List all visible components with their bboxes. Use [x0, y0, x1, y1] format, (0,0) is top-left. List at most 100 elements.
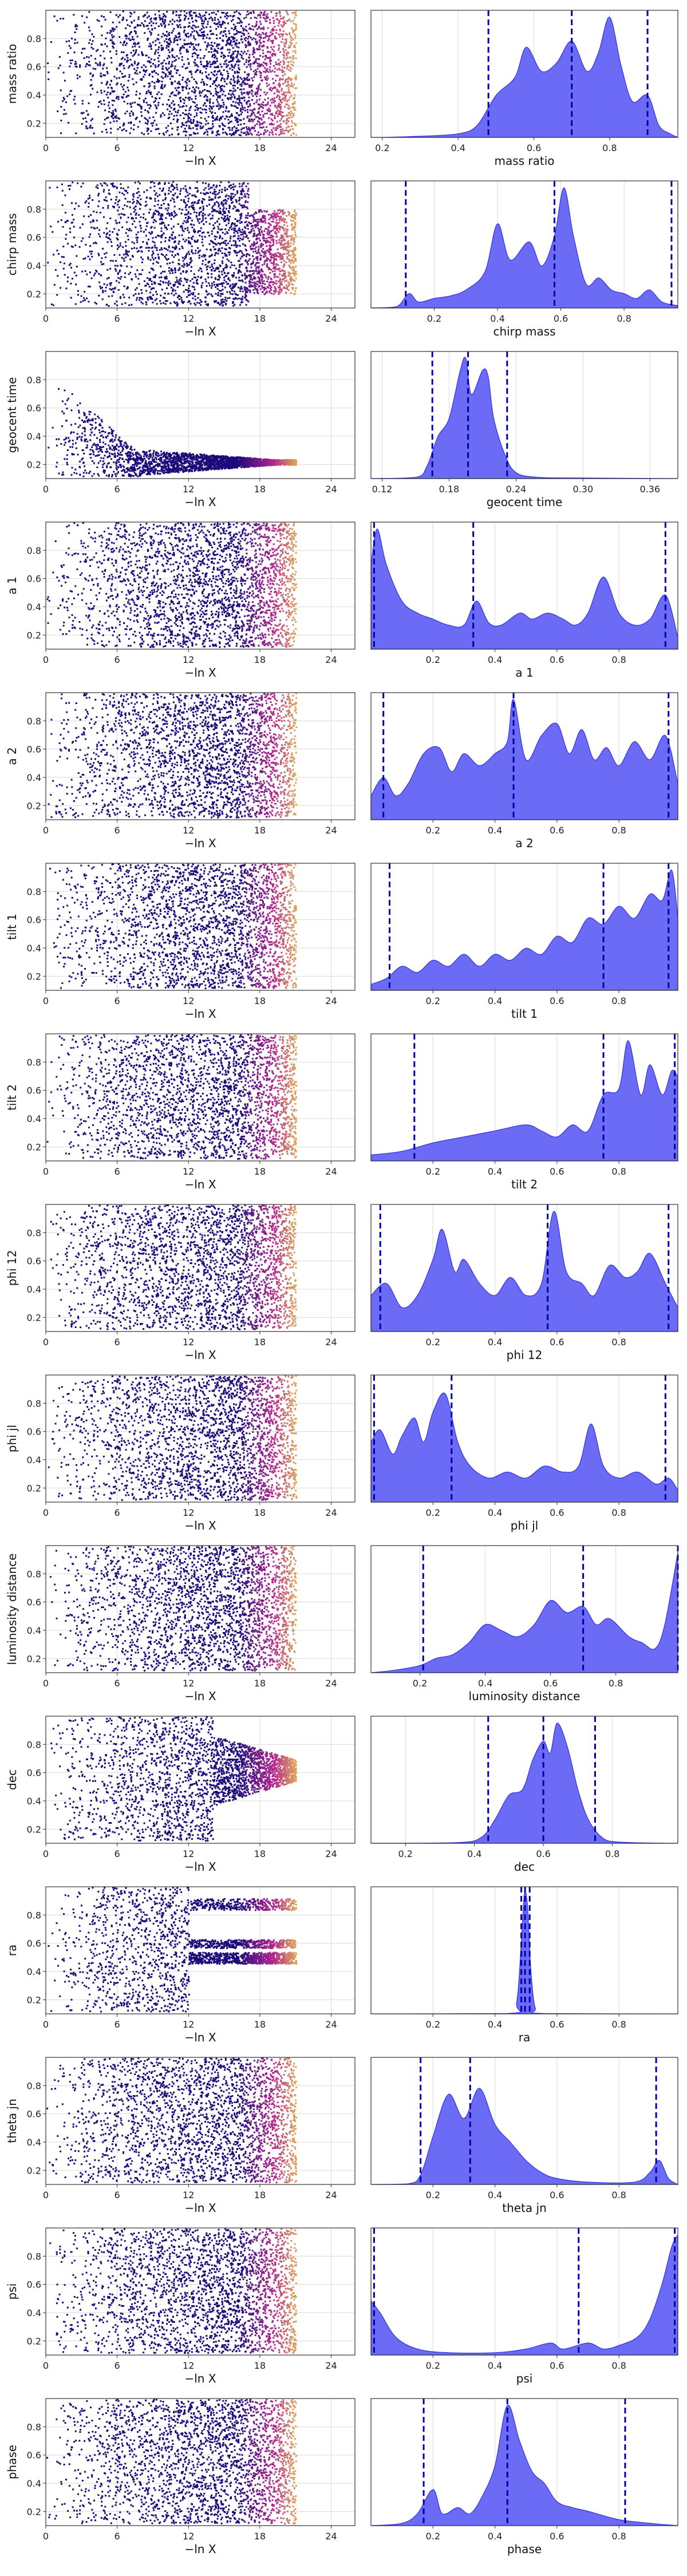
- scatter-point: [180, 53, 181, 54]
- scatter-point: [234, 72, 236, 74]
- scatter-point: [106, 132, 108, 133]
- scatter-point: [145, 71, 147, 73]
- scatter-point: [161, 48, 163, 49]
- scatter-point: [248, 86, 250, 88]
- scatter-point: [129, 25, 131, 27]
- scatter-point: [289, 97, 291, 98]
- scatter-point: [125, 130, 127, 132]
- scatter-point: [122, 76, 124, 78]
- scatter-point: [254, 61, 255, 63]
- scatter-point: [287, 78, 289, 80]
- scatter-point: [123, 52, 125, 53]
- scatter-point: [155, 104, 156, 106]
- scatter-point: [112, 27, 113, 29]
- scatter-point: [286, 55, 288, 57]
- scatter-point: [155, 98, 157, 100]
- scatter-point: [93, 36, 94, 38]
- scatter-point: [138, 17, 140, 18]
- scatter-point: [275, 74, 277, 76]
- scatter-point: [219, 44, 220, 45]
- scatter-point: [188, 18, 189, 19]
- scatter-point: [243, 118, 244, 120]
- scatter-point: [106, 94, 108, 96]
- scatter-point: [240, 131, 242, 133]
- scatter-point: [77, 42, 78, 44]
- scatter-point: [97, 19, 98, 21]
- scatter-point: [162, 21, 164, 22]
- scatter-point: [260, 106, 262, 108]
- scatter-point: [67, 52, 69, 54]
- scatter-point: [249, 103, 251, 105]
- scatter-point: [208, 108, 210, 110]
- scatter-point: [239, 100, 240, 102]
- scatter-point: [279, 36, 281, 38]
- scatter-point: [116, 14, 117, 16]
- scatter-point: [173, 41, 175, 43]
- scatter-point: [114, 116, 116, 118]
- scatter-point: [222, 40, 224, 42]
- scatter-point: [220, 106, 222, 108]
- scatter-point: [143, 85, 145, 87]
- scatter-point: [167, 109, 168, 110]
- scatter-point: [223, 124, 224, 126]
- scatter-point: [281, 25, 282, 26]
- scatter-point: [156, 108, 157, 109]
- scatter-point: [189, 109, 191, 111]
- scatter-point: [271, 124, 273, 125]
- scatter-point: [193, 35, 195, 37]
- scatter-point: [212, 102, 214, 104]
- scatter-point: [260, 133, 262, 135]
- scatter-point: [204, 109, 206, 110]
- scatter-point: [168, 99, 169, 101]
- scatter-point: [229, 49, 231, 50]
- scatter-point: [135, 72, 136, 74]
- scatter-point: [190, 128, 192, 129]
- scatter-point: [257, 34, 259, 36]
- scatter-point: [193, 12, 195, 14]
- scatter-point: [269, 19, 271, 21]
- scatter-point: [272, 78, 274, 80]
- scatter-point: [272, 53, 274, 54]
- scatter-point: [279, 106, 281, 108]
- scatter-point: [240, 92, 242, 93]
- scatter-point: [249, 54, 251, 56]
- scatter-point: [64, 98, 65, 100]
- scatter-point: [260, 89, 262, 90]
- scatter-point: [234, 50, 236, 52]
- scatter-point: [294, 17, 295, 18]
- scatter-point: [279, 120, 281, 121]
- scatter-point: [283, 17, 285, 18]
- scatter-point: [178, 86, 180, 88]
- scatter-point: [50, 41, 52, 43]
- scatter-point: [271, 102, 273, 104]
- scatter-point: [263, 14, 265, 15]
- scatter-point: [167, 58, 168, 60]
- scatter-point: [216, 116, 218, 117]
- scatter-point: [208, 18, 210, 19]
- scatter-point: [137, 104, 139, 105]
- scatter-point: [190, 106, 192, 108]
- scatter-point: [175, 36, 177, 38]
- scatter-point: [220, 24, 222, 26]
- scatter-point: [221, 48, 223, 49]
- scatter-point: [264, 99, 266, 101]
- scatter-point: [289, 117, 291, 118]
- scatter-point: [259, 127, 261, 128]
- scatter-point: [164, 84, 166, 86]
- scatter-point: [247, 50, 249, 52]
- scatter-point: [116, 50, 117, 52]
- scatter-point: [288, 99, 290, 101]
- scatter-point: [143, 69, 144, 71]
- scatter-point: [90, 125, 92, 127]
- scatter-point: [254, 130, 256, 132]
- scatter-point: [171, 64, 172, 65]
- scatter-point: [230, 41, 232, 43]
- scatter-point: [97, 106, 99, 108]
- scatter-point: [248, 33, 250, 34]
- scatter-point: [60, 65, 61, 66]
- scatter-point: [286, 118, 288, 120]
- scatter-point: [275, 87, 277, 89]
- scatter-point: [216, 99, 218, 101]
- scatter-point: [119, 36, 120, 38]
- scatter-point: [284, 106, 286, 108]
